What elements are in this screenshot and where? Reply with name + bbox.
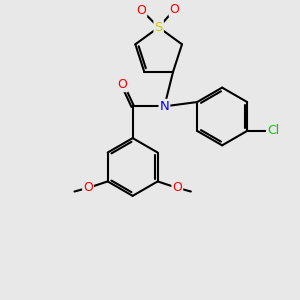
- Text: N: N: [160, 100, 169, 113]
- Text: O: O: [83, 181, 93, 194]
- Text: O: O: [172, 181, 182, 194]
- Text: O: O: [118, 78, 128, 91]
- Text: O: O: [169, 3, 179, 16]
- Text: Cl: Cl: [267, 124, 279, 137]
- Text: O: O: [136, 4, 146, 16]
- Text: S: S: [154, 21, 163, 34]
